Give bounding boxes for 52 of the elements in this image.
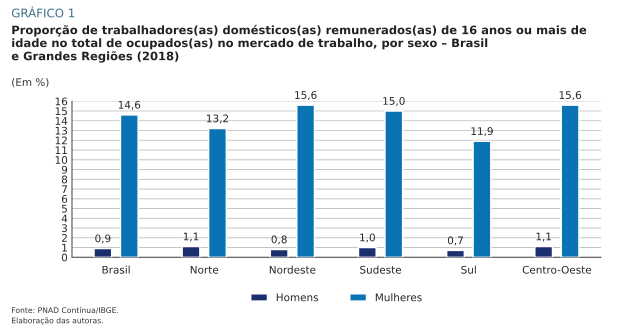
bar	[270, 248, 289, 258]
bar	[358, 246, 377, 258]
bar	[560, 104, 580, 258]
y-tick-label: 3	[62, 224, 67, 232]
y-tick-label: 9	[62, 166, 68, 174]
y-tick-label: 8	[62, 176, 68, 184]
bar	[446, 250, 466, 258]
bar	[93, 248, 112, 258]
y-tick-label: 7	[62, 185, 67, 193]
legend-label: Homens	[276, 294, 318, 302]
data-label: 11,9	[471, 127, 493, 136]
bar	[534, 246, 554, 258]
x-tick-label: Nordeste	[270, 266, 316, 274]
y-tick-label: 5	[62, 204, 67, 213]
data-label: 0,7	[448, 236, 463, 246]
chart-title: GRÁFICO 1	[12, 6, 74, 18]
data-label: 1,1	[184, 232, 198, 242]
x-tick-label: Norte	[190, 266, 218, 274]
data-label: 14,6	[118, 100, 140, 110]
y-tick-label: 16	[56, 97, 68, 106]
data-label: 0,9	[95, 234, 110, 244]
y-tick-label: 11	[56, 146, 67, 154]
text: (Em %)	[12, 78, 48, 88]
y-tick-label: 14	[56, 117, 68, 125]
bar	[181, 246, 201, 258]
data-label: 13,2	[207, 114, 228, 124]
bar	[384, 110, 404, 258]
data-label: 0,8	[272, 235, 287, 244]
y-tick-label: 12	[56, 136, 67, 144]
bar	[120, 114, 139, 258]
y-tick-label: 1	[62, 244, 67, 252]
bar	[296, 104, 316, 258]
x-tick-label: Sudeste	[360, 266, 402, 274]
legend-label: Mulheres	[376, 293, 422, 302]
y-tick-label: 2	[62, 234, 67, 242]
y-tick-label: 4	[62, 214, 68, 222]
y-tick-label: 10	[56, 156, 68, 164]
data-label: 1,0	[360, 233, 375, 242]
data-label: 15,6	[295, 91, 317, 100]
data-label: 15,0	[383, 96, 405, 106]
x-tick-label: Brasil	[102, 266, 130, 274]
data-label: 1,1	[536, 232, 551, 242]
y-tick-label: 6	[62, 195, 68, 203]
bar	[472, 140, 492, 258]
x-tick-label: Centro-Oeste	[522, 266, 592, 274]
chart-subtitle: Proporção de trabalhadores(as) domésticos(as) remunerados(as) de 16 anos ou mais de idade no total de ocupados(as) no mercado de trabalho, por sexo – Brasil e Grandes Regiões (2018)	[12, 24, 586, 63]
bar	[208, 128, 227, 258]
y-tick-label: 13	[56, 126, 67, 135]
y-tick-label: 0	[62, 254, 68, 262]
data-label: 15,6	[560, 91, 582, 100]
y-tick-label: 15	[56, 107, 67, 116]
x-tick-label: Sul	[461, 266, 476, 274]
